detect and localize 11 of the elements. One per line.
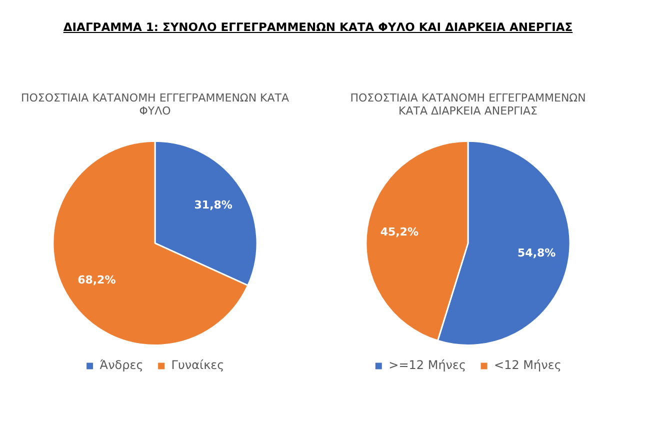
chart-title: ΠΟΣΟΣΤΙΑΙΑ ΚΑΤΑΝΟΜΗ ΕΓΓΕΓΡΑΜΜΕΝΩΝ ΚΑΤΑ ΦΥΛΟ xyxy=(20,91,290,118)
data-label: 31,8% xyxy=(194,198,232,212)
legend-label: Άνδρες xyxy=(100,358,144,372)
legend-label: Γυναίκες xyxy=(171,358,224,372)
data-label: 54,8% xyxy=(518,246,556,260)
chart-title: ΠΟΣΟΣΤΙΑΙΑ ΚΑΤΑΝΟΜΗ ΕΓΓΕΓΡΑΜΜΕΝΩΝ ΚΑΤΑ ΔΙΑΡΚΕΙΑ ΑΝΕΡΓΙΑΣ xyxy=(350,91,586,118)
legend-label: >=12 Μήνες xyxy=(388,358,466,372)
data-label: 68,2% xyxy=(78,274,116,287)
data-label: 45,2% xyxy=(380,226,418,239)
legend-label: <12 Μήνες xyxy=(494,358,562,372)
text: ΔΙΑΓΡΑΜΜΑ 1: ΣΥΝΟΛΟ ΕΓΓΕΓΡΑΜΜΕΝΩΝ ΚΑΤΑ ΦΥΛΟ ΚΑΙ ΔΙΑΡΚΕΙΑ ΑΝΕΡΓΙΑΣ xyxy=(62,20,574,34)
